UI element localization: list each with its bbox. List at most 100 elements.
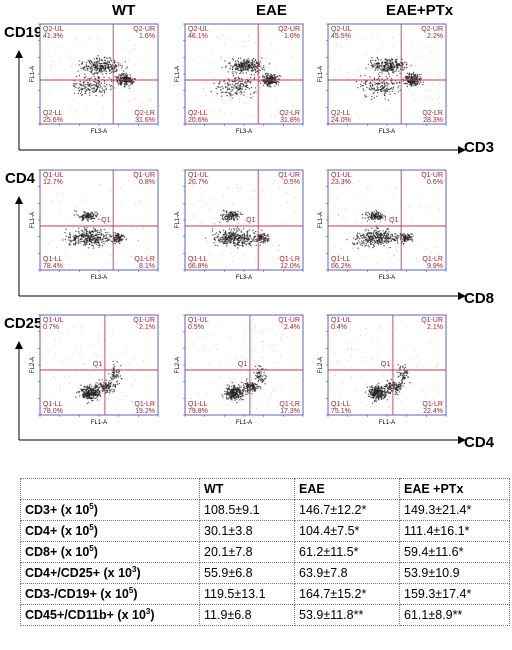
quadrant-ul-label: Q1-UL: [331, 172, 352, 179]
table-cell-eae: 53.9±11.8**: [294, 604, 400, 626]
table-cell-wt: 30.1±3.8: [199, 520, 295, 542]
column-header-wt: WT: [112, 2, 136, 19]
fl-y-axis-label: FL1-A: [175, 212, 181, 228]
fl-y-axis-label: FL1-A: [175, 66, 181, 82]
quadrant-ur-label: Q2-UR: [278, 26, 300, 33]
quadrant-lr-percent: 12.0%: [280, 263, 300, 270]
row2-x-label: CD8: [464, 290, 495, 307]
quadrant-ll-label: Q2-LL: [188, 110, 208, 117]
fl-x-axis-label: FL3-A: [236, 129, 252, 135]
quadrant-lr-percent: 8.1%: [139, 263, 155, 270]
panel-frame: [184, 169, 304, 271]
table-row: CD45+/CD11b+ (x 103) 11.9±6.8 53.9±11.8** 6…: [20, 604, 510, 626]
quadrant-ul-label: Q2-UL: [331, 26, 352, 33]
gate-label: Q1: [246, 217, 255, 224]
quadrant-lr-label: Q2-LR: [134, 110, 155, 117]
quadrant-ul-percent: 0.7%: [43, 324, 59, 331]
panel-frame: [184, 23, 304, 125]
table-cell-eae-ptx: 111.4±16.1*: [399, 520, 510, 542]
quadrant-lr-label: Q1-LR: [134, 401, 155, 408]
quadrant-ur-percent: 2.1%: [139, 324, 155, 331]
event-dots: [333, 180, 440, 264]
table-row-label: CD4+/CD25+ (x 103): [20, 562, 200, 584]
quadrant-lr-label: Q1-LR: [422, 256, 443, 263]
quadrant-ul-percent: 0.4%: [331, 324, 347, 331]
panel-frame: [39, 314, 159, 416]
gate-label: Q1: [389, 217, 398, 224]
table-row-label: CD4+ (x 105): [20, 520, 200, 542]
table-header-wt: WT: [199, 478, 295, 500]
quadrant-ll-percent: 78.0%: [43, 408, 63, 415]
fl-x-axis-label: FL1-A: [236, 420, 252, 426]
quadrant-ur-label: Q2-UR: [421, 26, 443, 33]
quadrant-ul-label: Q1-UL: [43, 172, 64, 179]
quadrant-ul-label: Q1-UL: [331, 317, 352, 324]
quadrant-ur-label: Q1-UR: [421, 317, 443, 324]
quadrant-ll-label: Q1-LL: [188, 401, 208, 408]
table-cell-wt: 119.5±13.1: [199, 583, 295, 605]
quadrant-ur-percent: 0.5%: [284, 179, 300, 186]
quadrant-ll-label: Q1-LL: [43, 256, 63, 263]
quadrant-ul-label: Q2-UL: [188, 26, 209, 33]
table-cell-wt: 20.1±7.8: [199, 541, 295, 563]
quadrant-ll-percent: 66.8%: [188, 263, 208, 270]
quadrant-lr-label: Q1-LR: [279, 401, 300, 408]
table-cell-eae-ptx: 53.9±10.9: [399, 562, 510, 584]
table-cell-eae: 63.9±7.8: [294, 562, 400, 584]
quadrant-ul-percent: 41.3%: [43, 33, 63, 40]
quadrant-lr-percent: 28.3%: [423, 117, 443, 124]
table-row-label: CD3+ (x 105): [20, 499, 200, 521]
quadrant-ur-percent: 2.1%: [427, 324, 443, 331]
table-header-eae: EAE: [294, 478, 400, 500]
quadrant-ll-percent: 79.8%: [188, 408, 208, 415]
quadrant-ul-percent: 45.5%: [331, 33, 351, 40]
table-cell-wt: 11.9±6.8: [199, 604, 295, 626]
table-cell-eae: 104.4±7.5*: [294, 520, 400, 542]
table-cell-eae-ptx: 149.3±21.4*: [399, 499, 510, 521]
quadrant-ul-label: Q1-UL: [188, 172, 209, 179]
quadrant-ur-percent: 0.8%: [139, 179, 155, 186]
panel-frame: [327, 314, 447, 416]
table-cell-eae: 164.7±15.2*: [294, 583, 400, 605]
table-cell-eae-ptx: 61.1±8.9**: [399, 604, 510, 626]
quadrant-lr-label: Q1-LR: [422, 401, 443, 408]
fl-x-axis-label: FL1-A: [91, 420, 107, 426]
quadrant-ll-percent: 20.6%: [188, 117, 208, 124]
fl-y-axis-label: FL1-A: [318, 66, 324, 82]
quadrant-ll-percent: 78.4%: [43, 263, 63, 270]
quadrant-ul-percent: 23.3%: [331, 179, 351, 186]
table-header-blank: [20, 478, 200, 500]
table-row-label: CD45+/CD11b+ (x 103): [20, 604, 200, 626]
quadrant-ul-percent: 0.5%: [188, 324, 204, 331]
event-dots: [333, 324, 440, 410]
quadrant-ur-percent: 2.4%: [284, 324, 300, 331]
gate-label: Q1: [93, 361, 102, 368]
table-header-row: WT EAE EAE +PTx: [20, 478, 510, 500]
gate-label: Q1: [381, 361, 390, 368]
quadrant-ul-label: Q2-UL: [43, 26, 64, 33]
quadrant-ll-label: Q2-LL: [43, 110, 63, 117]
panel-frame: [39, 169, 159, 271]
event-dots: [45, 180, 151, 266]
quadrant-ur-label: Q1-UR: [278, 317, 300, 324]
column-header-eae-ptx: EAE+PTx: [386, 2, 454, 19]
fl-y-axis-label: FL1-A: [30, 212, 36, 228]
table-row: CD3+ (x 105) 108.5±9.1 146.7±12.2* 149.3±21…: [20, 499, 510, 521]
flow-cytometry-figure: Q2-UL41.3%Q2-UR1.6%Q2-LL25.6%Q2-LR31.6%F…: [15, 23, 466, 444]
table-row: CD4+/CD25+ (x 103) 55.9±6.8 63.9±7.8 53.9±1…: [20, 562, 510, 584]
quadrant-ll-label: Q1-LL: [331, 256, 351, 263]
quadrant-lr-percent: 9.9%: [427, 263, 443, 270]
quadrant-lr-percent: 22.4%: [423, 408, 443, 415]
quadrant-ul-percent: 20.7%: [188, 179, 208, 186]
event-dots: [190, 324, 298, 409]
table-cell-eae: 146.7±12.2*: [294, 499, 400, 521]
event-dots: [45, 324, 148, 409]
quadrant-ur-percent: 0.6%: [427, 179, 443, 186]
